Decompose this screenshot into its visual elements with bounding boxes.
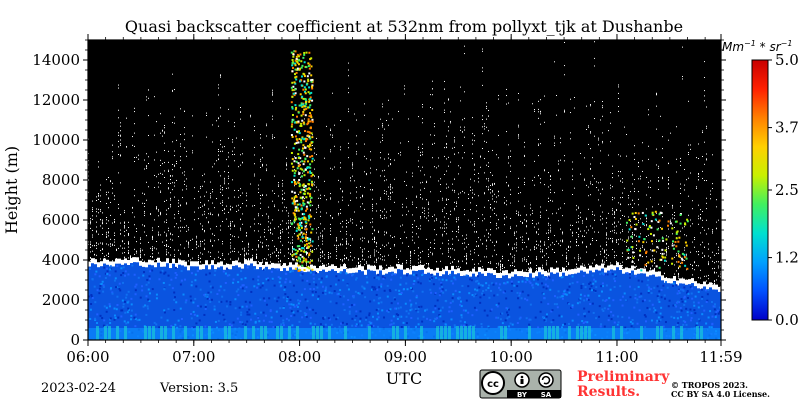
x-tick-label: 11:00 bbox=[595, 348, 638, 366]
y-tick-label: 14000 bbox=[32, 51, 80, 69]
y-axis-label: Height (m) bbox=[2, 146, 21, 234]
colorbar-tick-label: 0.0 bbox=[775, 311, 799, 329]
y-tick-label: 12000 bbox=[32, 91, 80, 109]
plot-area bbox=[88, 40, 721, 340]
y-tick-label: 4000 bbox=[42, 251, 80, 269]
x-axis: 06:00 07:00 08:00 09:00 10:00 11:00 11:59 bbox=[66, 34, 743, 366]
x-tick-label: 06:00 bbox=[66, 348, 109, 366]
version-label: Version: 3.5 bbox=[159, 381, 238, 396]
colorbar-units: Mm−1 * sr−1 bbox=[722, 39, 792, 54]
license-sa: SA bbox=[541, 391, 552, 399]
preliminary-line1: Preliminary bbox=[577, 369, 670, 385]
colorbar: 0.0 1.2 2.5 3.7 5.0 Mm−1 * sr−1 bbox=[722, 39, 799, 329]
x-tick-label: 07:00 bbox=[172, 348, 215, 366]
colorbar-tick-label: 5.0 bbox=[775, 51, 799, 69]
copyright-line2: CC BY SA 4.0 License. bbox=[671, 389, 770, 399]
x-tick-label: 09:00 bbox=[384, 348, 427, 366]
x-tick-label: 10:00 bbox=[490, 348, 533, 366]
cc-by-sa-badge-icon[interactable]: cc BY SA bbox=[479, 369, 562, 399]
near-ground-band bbox=[88, 326, 721, 340]
colorbar-gradient bbox=[751, 59, 769, 321]
y-tick-label: 8000 bbox=[42, 171, 80, 189]
x-axis-label: UTC bbox=[386, 369, 422, 388]
colorbar-ticks: 0.0 1.2 2.5 3.7 5.0 bbox=[768, 51, 799, 329]
x-tick-label: 11:59 bbox=[699, 348, 742, 366]
x-tick-label: 08:00 bbox=[278, 348, 321, 366]
y-axis: 0 2000 4000 6000 8000 10000 12000 14000 bbox=[32, 39, 726, 349]
y-tick-label: 2000 bbox=[42, 291, 80, 309]
colorbar-tick-label: 1.2 bbox=[775, 249, 799, 267]
y-tick-label: 10000 bbox=[32, 131, 80, 149]
y-tick-label: 0 bbox=[70, 331, 80, 349]
cloud-feature bbox=[290, 50, 689, 272]
preliminary-line2: Results. bbox=[577, 384, 640, 400]
date-label: 2023-02-24 bbox=[41, 381, 116, 396]
y-tick-label: 6000 bbox=[42, 211, 80, 229]
colorbar-tick-label: 3.7 bbox=[775, 119, 799, 137]
license-by: BY bbox=[517, 391, 528, 399]
copyright-line1: © TROPOS 2023. bbox=[671, 380, 748, 390]
chart-title: Quasi backscatter coefficient at 532nm f… bbox=[125, 17, 683, 36]
colorbar-tick-label: 2.5 bbox=[775, 181, 799, 199]
